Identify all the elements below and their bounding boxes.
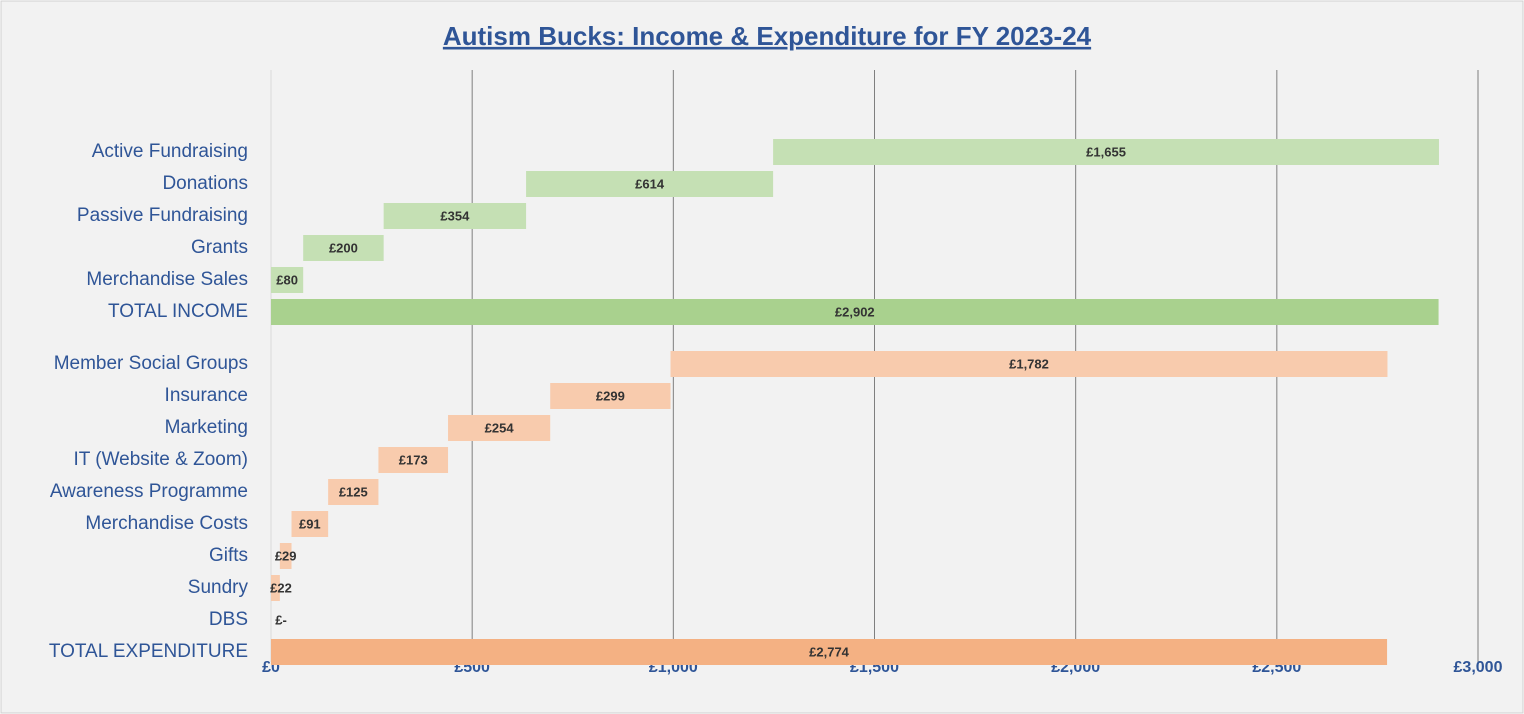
bar bbox=[303, 235, 384, 261]
category-label: Member Social Groups bbox=[54, 353, 248, 374]
value-label: £2,774 bbox=[809, 644, 850, 659]
category-label: Passive Fundraising bbox=[77, 205, 248, 226]
category-label: Insurance bbox=[165, 385, 248, 406]
value-label: £80 bbox=[276, 272, 298, 287]
value-label: £614 bbox=[635, 176, 665, 191]
bar bbox=[291, 511, 329, 537]
category-label: Active Fundraising bbox=[92, 141, 248, 162]
category-label: Gifts bbox=[209, 545, 248, 566]
category-label: Donations bbox=[162, 173, 248, 194]
bar bbox=[773, 139, 1439, 165]
value-label: £22 bbox=[270, 580, 292, 595]
bar bbox=[271, 267, 304, 293]
value-label: £91 bbox=[299, 516, 321, 531]
bar bbox=[271, 299, 1439, 325]
value-label: £1,782 bbox=[1009, 356, 1049, 371]
category-label: Merchandise Sales bbox=[86, 269, 248, 290]
value-label: £173 bbox=[399, 452, 428, 467]
bar bbox=[378, 447, 449, 473]
bar bbox=[448, 415, 551, 441]
bar bbox=[279, 543, 292, 569]
value-label: £299 bbox=[596, 388, 625, 403]
bar bbox=[670, 351, 1388, 377]
category-label: TOTAL INCOME bbox=[108, 301, 248, 322]
bar bbox=[383, 203, 527, 229]
category-label: IT (Website & Zoom) bbox=[73, 449, 248, 470]
value-label: £125 bbox=[339, 484, 368, 499]
category-label: TOTAL EXPENDITURE bbox=[49, 641, 248, 662]
value-label: £2,902 bbox=[835, 304, 875, 319]
category-label: Grants bbox=[191, 237, 248, 258]
category-label: Sundry bbox=[188, 577, 249, 598]
value-label: £- bbox=[275, 612, 287, 627]
bar bbox=[328, 479, 379, 505]
bar bbox=[526, 171, 774, 197]
bar bbox=[271, 575, 280, 601]
category-label: DBS bbox=[209, 609, 248, 630]
bar bbox=[550, 383, 671, 409]
chart-title: Autism Bucks: Income & Expenditure for F… bbox=[443, 21, 1092, 51]
value-label: £200 bbox=[329, 240, 358, 255]
category-label: Awareness Programme bbox=[50, 481, 248, 502]
x-tick-label: £3,000 bbox=[1454, 659, 1503, 676]
bar bbox=[271, 639, 1388, 665]
value-label: £1,655 bbox=[1086, 144, 1126, 159]
value-label: £354 bbox=[440, 208, 470, 223]
category-label: Marketing bbox=[165, 417, 248, 438]
category-label: Merchandise Costs bbox=[85, 513, 248, 534]
value-label: £29 bbox=[275, 548, 297, 563]
value-label: £254 bbox=[485, 420, 515, 435]
